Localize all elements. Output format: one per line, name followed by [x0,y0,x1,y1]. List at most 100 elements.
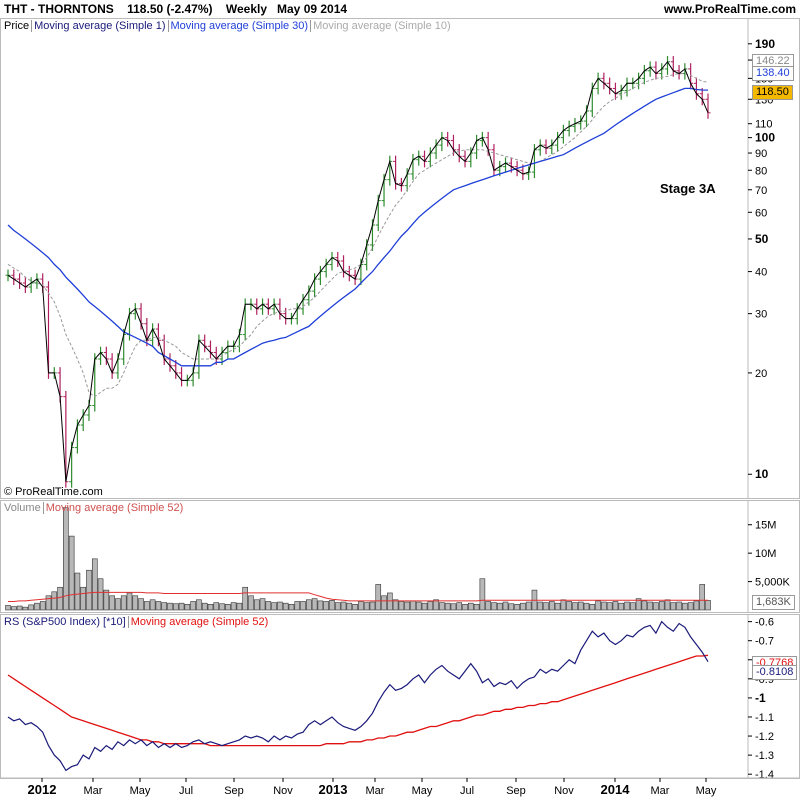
volume-bar [352,604,358,611]
volume-bar [5,605,11,611]
volume-bar [381,595,387,611]
x-tick-label: May [412,785,433,797]
volume-bar [450,603,457,611]
volume-bar [549,601,555,611]
volume-bar [300,601,306,611]
volume-bar [178,602,185,611]
x-tick-label: Jul [460,785,474,797]
volume-bar [196,599,202,611]
volume-bar [45,595,52,611]
x-tick-label: Mar [651,785,670,797]
volume-bar [271,602,277,611]
rs-badge: -0.8108 [752,665,798,680]
volume-bar [91,558,98,611]
legend-volume-ma[interactable]: Moving average (Simple 52) [42,502,186,514]
rs-ma-line [7,654,709,747]
stage-annotation: Stage 3A [660,181,716,196]
volume-bar [22,606,29,611]
volume-bar [676,601,682,611]
legend-ma1[interactable]: Moving average (Simple 1) [31,20,168,32]
volume-bar [496,602,503,611]
x-tick-label: Nov [554,785,574,797]
volume-bar [120,595,127,611]
legend-ma30[interactable]: Moving average (Simple 30) [167,20,311,32]
volume-bar [427,601,434,611]
volume-bar [103,589,110,611]
rs-legend: RS (S&P500 Index) [*10] Moving average (S… [2,615,271,629]
volume-bar [97,578,104,611]
volume-badge: 1,683K [752,595,795,610]
price-tick-label: 50 [755,232,769,246]
period-label: Weekly [225,2,267,16]
volume-bar [172,603,179,611]
volume-bar [577,601,584,611]
site-url[interactable]: www.ProRealTime.com [663,2,796,16]
x-tick-label: 2012 [28,782,57,797]
volume-bar [334,602,341,611]
volume-bar [230,602,237,611]
price-tick-label: 90 [755,148,767,160]
volume-bar [213,602,220,611]
rs-tick-label: -1.4 [755,769,774,781]
volume-tick-label: 5,000K [755,577,791,589]
price-tick-label: 80 [755,165,767,177]
ma1-line [7,60,709,482]
legend-volume[interactable]: Volume [4,502,41,514]
volume-bar [358,601,364,611]
x-tick-label: Sep [224,785,244,797]
volume-bar [207,604,214,611]
volume-bar [502,601,509,611]
volume-bar [138,598,144,611]
volume-bar [277,601,283,611]
volume-bar [410,600,416,611]
price-legend: Price Moving average (Simple 1) Moving ave… [2,19,453,33]
x-tick-label: May [130,785,151,797]
price-tick-label: 10 [755,467,769,481]
price-tick-label: 40 [755,267,767,279]
price-tick-label: 60 [755,207,767,219]
volume-legend: Volume Moving average (Simple 52) [2,501,186,515]
volume-bar [294,601,301,611]
volume-bar [10,606,17,611]
volume-bar [641,600,648,611]
volume-bar [514,604,520,611]
price-tick-label: 110 [755,119,773,131]
rs-tick-label: -0.7 [755,636,774,648]
volume-bar [51,591,58,611]
volume-bar [635,598,642,611]
rs-tick-label: -1.1 [755,712,774,724]
date-label: May 09 2014 [277,2,348,16]
volume-bar [190,601,196,611]
last-price-change: 118.50 (-2.47%) [127,2,213,16]
volume-bar [653,602,659,611]
volume-bar [687,602,694,611]
volume-bar [398,601,405,611]
volume-ma-line [8,591,708,602]
legend-rs[interactable]: RS (S&P500 Index) [*10] [4,616,126,628]
volume-bar [109,595,115,611]
volume-bar [473,604,480,611]
volume-bar [149,599,156,611]
x-tick-label: Jul [179,785,193,797]
volume-bar [583,602,590,611]
volume-bar [392,599,399,611]
volume-bar [705,600,711,611]
price-tick-label: 100 [755,131,775,145]
volume-bar [253,599,260,611]
volume-bar [16,605,23,611]
volume-bar [572,602,578,611]
volume-panel-frame [0,500,800,613]
volume-bar [288,604,295,611]
rs-line [7,620,709,772]
legend-ma10[interactable]: Moving average (Simple 10) [310,20,453,32]
volume-bar [612,601,619,611]
x-tick-label: May [696,785,717,797]
volume-bar [74,572,81,611]
volume-bar [155,601,162,611]
volume-bar [225,604,231,611]
legend-price[interactable]: Price [4,20,30,32]
symbol-name: THT - THORNTONS [4,2,114,16]
legend-rs-ma[interactable]: Moving average (Simple 52) [127,616,271,628]
volume-bar [311,598,318,611]
